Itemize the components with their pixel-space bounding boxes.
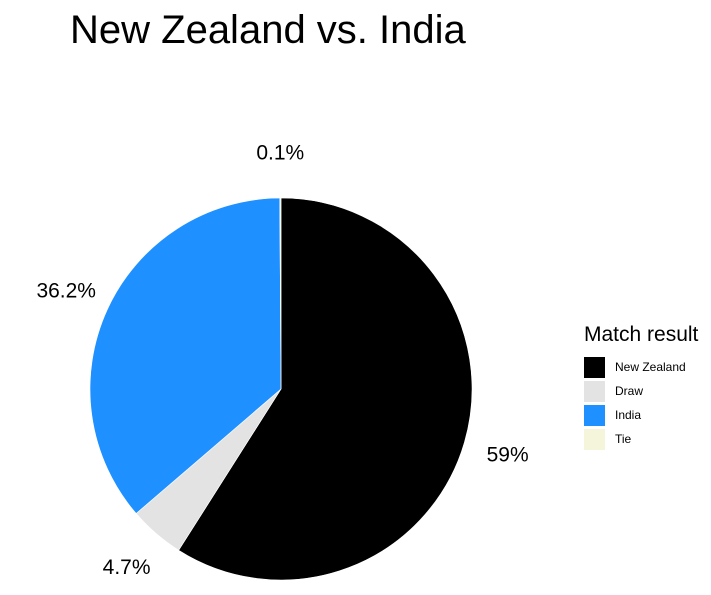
legend-swatch <box>584 428 605 450</box>
slice-label-tie: 0.1% <box>256 142 304 165</box>
chart-title: New Zealand vs. India <box>70 8 466 52</box>
legend-swatch <box>584 356 605 378</box>
legend: Match result New Zealand Draw India Tie <box>584 323 698 451</box>
legend-items: New Zealand Draw India Tie <box>584 355 698 451</box>
legend-label: Draw <box>615 384 644 398</box>
legend-swatch <box>584 404 605 426</box>
pie-slice-tie <box>279 197 282 390</box>
pie-slice-india <box>89 197 282 514</box>
slice-label-india: 36.2% <box>36 280 96 303</box>
legend-item-draw: Draw <box>584 379 698 403</box>
legend-label: New Zealand <box>615 360 686 374</box>
legend-title: Match result <box>584 323 699 346</box>
legend-item-tie: Tie <box>584 427 698 451</box>
legend-item-new-zealand: New Zealand <box>584 355 698 379</box>
legend-item-india: India <box>584 403 698 427</box>
legend-swatch <box>584 380 605 402</box>
legend-label: Tie <box>615 432 632 446</box>
slice-label-new-zealand: 59% <box>487 443 529 466</box>
pie-slice-new-zealand <box>178 197 473 581</box>
legend-label: India <box>615 408 642 422</box>
slice-label-draw: 4.7% <box>103 556 151 579</box>
